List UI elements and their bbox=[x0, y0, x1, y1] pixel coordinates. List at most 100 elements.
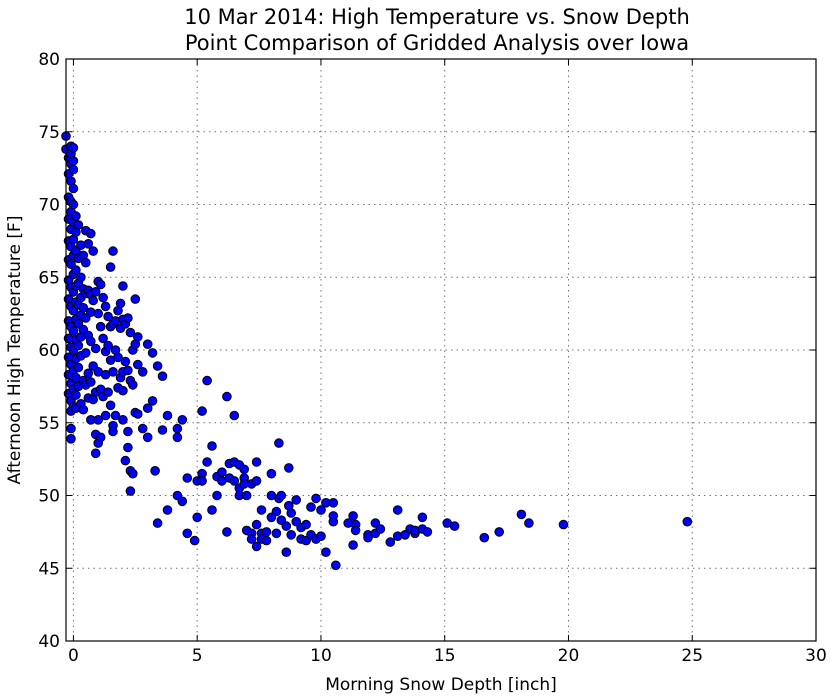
data-point bbox=[120, 356, 131, 367]
data-point bbox=[524, 518, 534, 528]
data-point bbox=[130, 294, 141, 304]
data-point bbox=[251, 457, 262, 467]
y-tick-label: 80 bbox=[38, 50, 60, 70]
data-point bbox=[120, 455, 131, 466]
data-point bbox=[123, 365, 133, 376]
data-points bbox=[61, 131, 693, 571]
data-point bbox=[328, 498, 339, 508]
data-point bbox=[90, 343, 101, 354]
data-point bbox=[281, 521, 292, 531]
data-point bbox=[417, 512, 428, 523]
data-point bbox=[202, 375, 212, 386]
data-point bbox=[98, 292, 108, 303]
data-point bbox=[239, 464, 249, 475]
data-point bbox=[113, 352, 123, 363]
data-point bbox=[212, 490, 222, 501]
data-point bbox=[182, 528, 193, 539]
data-point bbox=[331, 560, 341, 571]
data-point bbox=[147, 396, 158, 406]
data-point bbox=[86, 377, 96, 387]
data-point bbox=[189, 535, 200, 546]
data-point bbox=[271, 528, 282, 539]
data-point bbox=[105, 262, 116, 272]
data-point bbox=[83, 239, 94, 249]
data-point bbox=[73, 362, 84, 373]
x-tick-label: 15 bbox=[434, 646, 456, 666]
data-point bbox=[71, 265, 81, 275]
data-point bbox=[494, 527, 505, 537]
data-point bbox=[316, 531, 326, 542]
y-tick-label: 50 bbox=[38, 487, 60, 507]
data-point bbox=[256, 505, 267, 515]
data-point bbox=[192, 512, 202, 523]
chart-title: 10 Mar 2014: High Temperature vs. Snow D… bbox=[184, 5, 690, 29]
data-point bbox=[316, 505, 326, 515]
x-tick-label: 25 bbox=[681, 646, 703, 666]
data-point bbox=[68, 156, 79, 166]
data-point bbox=[90, 448, 101, 459]
data-point bbox=[83, 368, 94, 379]
data-point bbox=[68, 164, 79, 175]
x-tick-label: 10 bbox=[310, 646, 332, 666]
data-point bbox=[90, 287, 101, 297]
x-axis-label: Morning Snow Depth [inch] bbox=[325, 675, 557, 695]
data-point bbox=[123, 426, 133, 437]
data-point bbox=[422, 527, 433, 537]
x-tick-label: 5 bbox=[192, 646, 203, 666]
y-tick-label: 70 bbox=[38, 196, 60, 216]
data-point bbox=[128, 468, 138, 479]
data-point bbox=[321, 547, 331, 558]
data-point bbox=[449, 521, 460, 531]
data-point bbox=[98, 333, 108, 344]
data-point bbox=[182, 473, 193, 483]
data-point bbox=[157, 425, 168, 435]
data-point bbox=[68, 183, 79, 194]
data-point bbox=[73, 340, 84, 351]
data-point bbox=[78, 303, 89, 313]
data-point bbox=[118, 385, 128, 396]
data-point bbox=[133, 409, 143, 419]
y-axis-label: Afternoon High Temperature [F] bbox=[5, 216, 25, 485]
data-point bbox=[202, 457, 212, 467]
data-point bbox=[118, 415, 128, 425]
data-point bbox=[375, 524, 386, 534]
data-point bbox=[100, 410, 111, 421]
data-point bbox=[103, 311, 113, 322]
data-point bbox=[217, 467, 227, 478]
y-tick-label: 75 bbox=[38, 123, 60, 143]
data-point bbox=[246, 534, 257, 544]
data-point bbox=[306, 502, 316, 512]
data-point bbox=[133, 359, 143, 370]
data-point bbox=[162, 410, 173, 421]
data-point bbox=[558, 519, 569, 530]
data-point bbox=[123, 313, 133, 323]
data-point bbox=[152, 361, 163, 371]
data-point bbox=[261, 535, 272, 546]
data-point bbox=[137, 367, 148, 377]
data-point bbox=[71, 211, 81, 221]
data-point bbox=[222, 391, 232, 402]
data-point bbox=[88, 246, 98, 256]
data-point bbox=[68, 326, 79, 336]
data-point bbox=[251, 476, 262, 486]
data-point bbox=[95, 432, 106, 443]
data-point bbox=[93, 415, 103, 425]
data-point bbox=[162, 505, 173, 515]
data-point bbox=[172, 423, 183, 434]
data-point bbox=[137, 423, 148, 434]
data-point bbox=[479, 532, 490, 543]
data-point bbox=[301, 519, 311, 530]
data-point bbox=[266, 468, 277, 479]
data-point bbox=[142, 403, 153, 414]
y-tick-label: 60 bbox=[38, 341, 60, 361]
data-point bbox=[103, 387, 113, 398]
y-tick-label: 65 bbox=[38, 268, 60, 288]
data-point bbox=[150, 466, 160, 476]
data-point bbox=[105, 400, 116, 411]
data-point bbox=[81, 348, 91, 358]
data-point bbox=[291, 495, 302, 505]
data-point bbox=[197, 406, 207, 416]
y-tick-label: 55 bbox=[38, 414, 60, 434]
data-point bbox=[261, 527, 272, 537]
